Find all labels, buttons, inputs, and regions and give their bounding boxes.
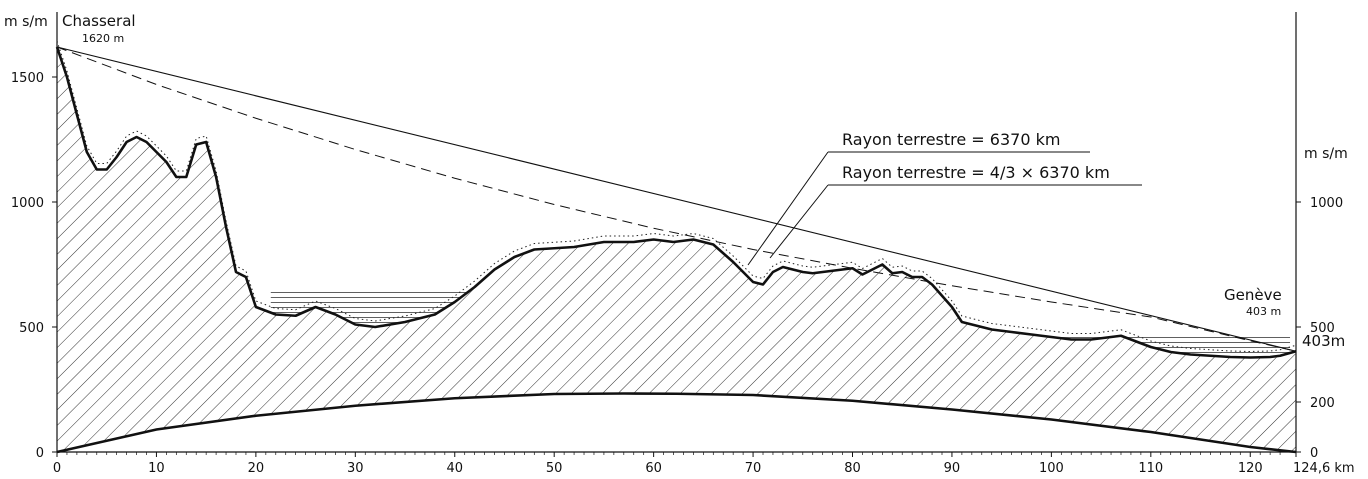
y-right-tick-label: 200 — [1310, 396, 1335, 411]
y-left-tick-label: 500 — [19, 321, 44, 336]
profile-lines-group — [55, 40, 1297, 454]
lakes-group — [270, 292, 1291, 358]
y-left-tick-label: 0 — [36, 446, 44, 461]
x-tick-label: 110 — [1138, 461, 1163, 476]
legend-solid-leader — [747, 151, 829, 266]
sight-line-4-3-radius — [56, 46, 1297, 352]
y-right-tick-label: 0 — [1310, 446, 1318, 461]
x-tick-label: 60 — [645, 461, 662, 476]
terrain-hatch-fill — [57, 47, 1296, 452]
y-left-tick-label: 1500 — [11, 71, 44, 86]
x-tick-label: 80 — [844, 461, 861, 476]
x-tick-label: 20 — [248, 461, 265, 476]
x-tick-label: 30 — [347, 461, 364, 476]
x-tick-label: 40 — [446, 461, 463, 476]
terrain-outline — [55, 46, 1297, 359]
earth-curvature-curve — [56, 392, 1297, 454]
legend-dashed-label: Rayon terrestre = 4/3 × 6370 km — [842, 163, 1110, 182]
y-right-tick-label: 1000 — [1310, 196, 1343, 211]
end-place-altitude: 403 m — [1246, 305, 1281, 318]
end-place-name: Genève — [1224, 286, 1282, 304]
sight-line-6370km — [56, 46, 1297, 352]
x-tick-label: 100 — [1039, 461, 1064, 476]
y-right-tick-label: 500 — [1310, 321, 1335, 336]
lake-fill-2 — [961, 334, 1291, 358]
x-tick-label: 10 — [148, 461, 165, 476]
x-tick-label: 50 — [546, 461, 563, 476]
x-tick-label: 120 — [1238, 461, 1263, 476]
right-unit-label: m s/m — [1304, 146, 1348, 162]
start-place-altitude: 1620 m — [82, 32, 124, 45]
left-unit-label: m s/m — [4, 14, 48, 30]
end-right-altitude: 403m — [1302, 332, 1345, 350]
legend-dashed-leader — [769, 184, 829, 259]
x-tick-label: 0 — [53, 461, 61, 476]
axis-ticks-group: 0 10 20 30 40 50 60 70 80 90 100 110 120 124,6 km0500… — [11, 71, 1355, 476]
y-left-tick-label: 1000 — [11, 196, 44, 211]
start-place-name: Chasseral — [62, 12, 136, 30]
x-tick-label: 124,6 km — [1293, 461, 1355, 476]
lake-fill-1 — [270, 292, 495, 327]
x-tick-label: 90 — [944, 461, 961, 476]
terrain-hatched-area — [57, 47, 1296, 452]
legend-solid-label: Rayon terrestre = 6370 km — [842, 130, 1060, 149]
x-tick-label: 70 — [745, 461, 762, 476]
